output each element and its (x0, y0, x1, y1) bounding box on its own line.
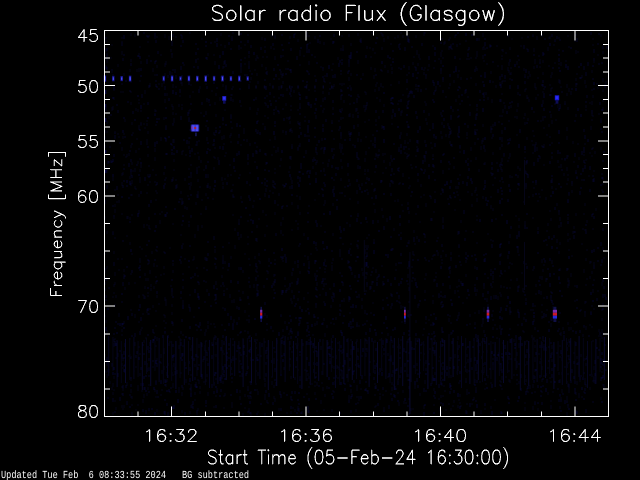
svg-text:BG subtracted: BG subtracted (182, 470, 249, 480)
svg-text:Updated Tue Feb 6 08:33:55 20: Updated Tue Feb 6 08:33:55 2024 (1, 470, 166, 480)
